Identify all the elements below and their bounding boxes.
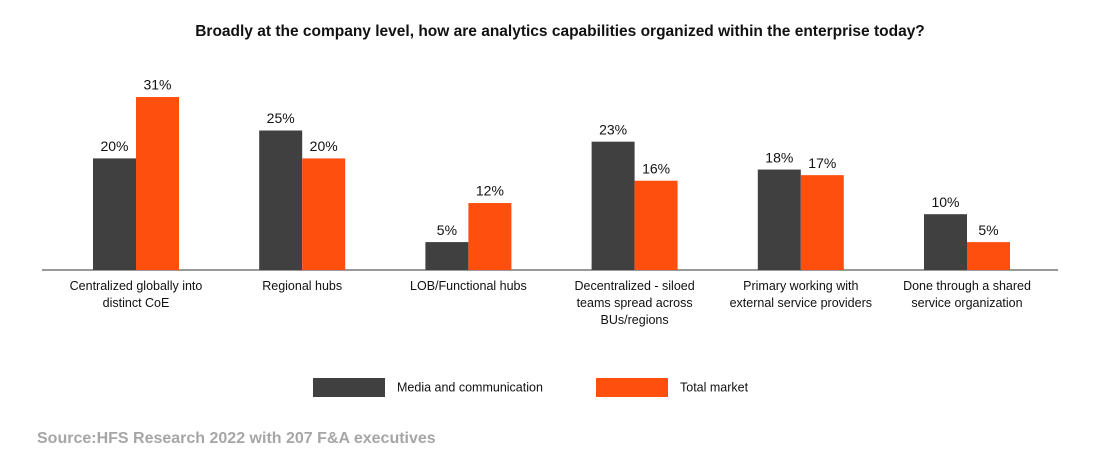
x-tick-label: Decentralized - siloed teams spread acro… <box>574 279 695 327</box>
bar <box>924 214 967 270</box>
data-label: 25% <box>267 110 295 126</box>
data-label: 17% <box>808 155 836 171</box>
x-tick-label: Regional hubs <box>262 279 343 293</box>
data-label: 12% <box>476 183 504 199</box>
legend-swatch <box>313 378 385 397</box>
bar <box>93 158 136 270</box>
chart-title: Broadly at the company level, how are an… <box>195 23 925 40</box>
data-label: 16% <box>642 160 670 176</box>
data-label: 20% <box>310 138 338 154</box>
bar <box>967 242 1010 270</box>
bar <box>136 97 179 271</box>
bar <box>468 203 512 270</box>
bar <box>757 169 801 270</box>
data-label: 10% <box>931 194 959 210</box>
bar <box>591 141 635 270</box>
x-tick-label: Done through a shared service organizati… <box>903 279 1031 310</box>
data-label: 20% <box>100 138 128 154</box>
data-label: 18% <box>765 149 793 165</box>
x-tick-label: Primary working with external service pr… <box>729 279 872 310</box>
bar <box>302 158 346 270</box>
bar <box>634 180 678 270</box>
bar <box>425 242 469 270</box>
data-label: 23% <box>599 121 627 137</box>
legend-label: Total market <box>680 380 749 394</box>
legend-label: Media and communication <box>397 380 543 394</box>
source-note: Source:HFS Research 2022 with 207 F&A ex… <box>37 430 436 447</box>
data-label: 5% <box>978 222 998 238</box>
bar <box>259 130 303 270</box>
data-label: 31% <box>143 77 171 93</box>
legend-swatch <box>596 378 668 397</box>
data-label: 5% <box>437 222 457 238</box>
x-tick-label: Centralized globally into distinct CoE <box>69 279 203 310</box>
x-tick-label: LOB/Functional hubs <box>410 279 527 293</box>
bar <box>800 175 844 270</box>
